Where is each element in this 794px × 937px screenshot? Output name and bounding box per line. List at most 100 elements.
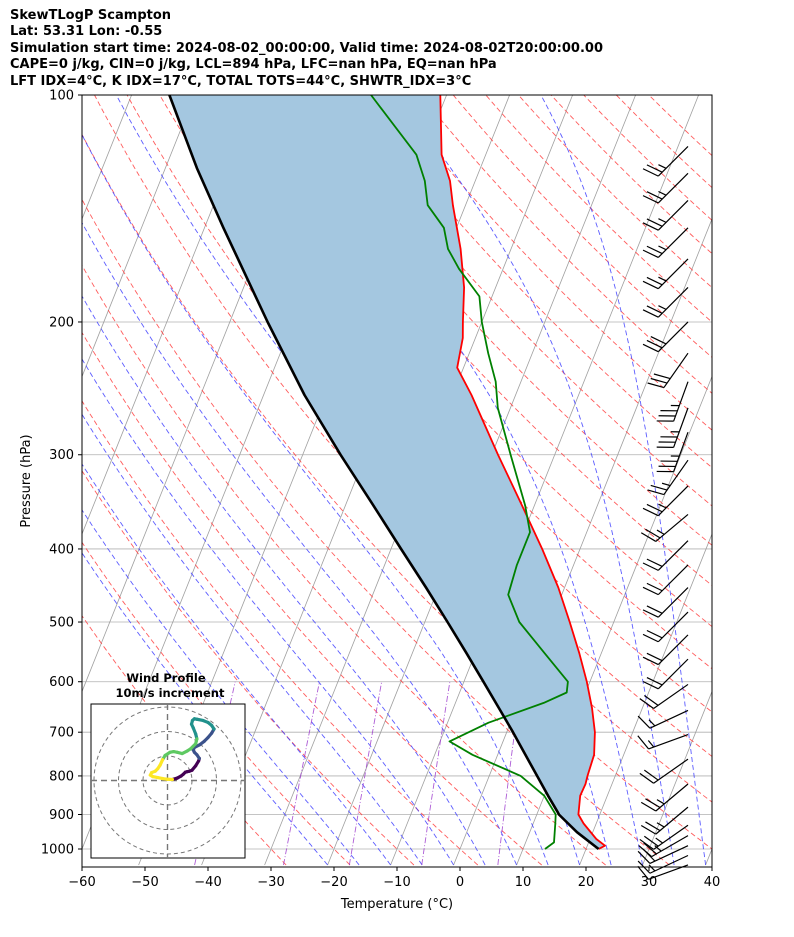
wind-barb	[639, 824, 689, 850]
wind-barb-flag	[658, 218, 667, 223]
wind-barb	[642, 227, 689, 259]
wind-barb-flag	[647, 382, 665, 389]
wind-barb	[640, 783, 689, 812]
y-tick-label: 900	[49, 808, 74, 823]
isotherm	[82, 95, 195, 378]
temperature-line	[439, 95, 606, 850]
wind-barb-flag	[640, 801, 657, 812]
wind-barb-flag	[646, 191, 663, 200]
wind-barb-staff	[657, 321, 689, 353]
moist-adiabat	[82, 413, 423, 866]
wind-barb	[642, 587, 689, 618]
wind-barb-flag	[637, 865, 649, 880]
wind-barb-flag	[646, 305, 663, 314]
wind-barb-flag	[646, 605, 663, 614]
wind-barb-flag	[643, 842, 657, 855]
wind-barb	[638, 835, 689, 858]
wind-barb-flag	[637, 715, 651, 729]
moist-adiabat	[82, 133, 549, 866]
wind-barb-flag	[661, 482, 671, 487]
wind-barb-flag	[639, 838, 654, 850]
wind-barb	[642, 258, 689, 290]
wind-barb-flag	[637, 850, 651, 864]
isotherm	[390, 95, 699, 866]
moist-adiabat	[82, 295, 486, 866]
wind-barb-staff	[657, 145, 689, 177]
dry-adiabat	[82, 198, 670, 866]
moist-adiabat	[82, 552, 328, 866]
x-tick-label: 30	[641, 875, 658, 890]
isotherm	[0, 95, 6, 865]
header-line-indices: LFT IDX=4°C, K IDX=17°C, TOTAL TOTS=44°C…	[10, 73, 472, 89]
wind-barb-flag	[646, 652, 663, 662]
wind-barb-flag	[643, 694, 659, 706]
wind-barb-flag	[654, 845, 662, 852]
wind-barb-staff	[657, 658, 689, 690]
hodograph-title: Wind Profile	[126, 671, 206, 685]
wind-barbs	[637, 145, 689, 880]
moist-adiabat	[82, 463, 391, 866]
wind-barb	[639, 758, 689, 784]
dry-adiabat	[159, 95, 712, 713]
wind-barb-flag	[658, 245, 667, 251]
wind-barb-flag	[658, 164, 667, 169]
wind-barb	[639, 683, 689, 710]
wind-barb-staff	[657, 258, 689, 290]
x-tick-label: 20	[578, 875, 595, 890]
wind-barb-flag	[658, 503, 667, 509]
wind-barb	[647, 459, 689, 496]
wind-barb-flag	[642, 656, 659, 666]
wind-barb-staff	[657, 172, 689, 204]
x-tick-label: 0	[456, 875, 464, 890]
wind-barb-staff	[657, 200, 689, 231]
wind-barb-staff	[655, 783, 689, 812]
wind-barb-staff	[657, 564, 689, 596]
wind-barb-staff	[663, 352, 689, 388]
wind-barb	[640, 513, 689, 542]
wind-barb-staff	[673, 431, 689, 472]
wind-barb-flag	[646, 582, 663, 592]
wind-barb-flag	[647, 489, 665, 496]
wind-barb-flag	[646, 629, 663, 639]
wind-barb-flag	[646, 339, 663, 349]
y-axis-label: Pressure (hPa)	[19, 434, 34, 527]
wind-barb-flag	[640, 824, 657, 835]
wind-barb-flag	[650, 484, 668, 491]
dry-adiabat	[82, 331, 542, 866]
x-axis-label: Temperature (°C)	[340, 897, 453, 912]
wind-barb-flag	[642, 680, 659, 690]
wind-barb	[647, 352, 689, 389]
wind-barb-flag	[647, 740, 655, 748]
wind-barb-staff	[673, 407, 689, 448]
wind-barb-flag	[650, 377, 668, 384]
wind-barb-flag	[642, 609, 659, 618]
wind-barb	[640, 806, 689, 835]
wind-barb-staff	[663, 459, 689, 495]
wind-barb	[642, 287, 689, 318]
x-tick-label: −20	[320, 875, 347, 890]
wind-barb-flag	[646, 218, 663, 227]
header-line-times: Simulation start time: 2024-08-02_00:00:…	[10, 40, 603, 56]
wind-barb-flag	[656, 529, 665, 535]
wind-barb-flag	[648, 719, 656, 727]
wind-barb	[642, 321, 689, 353]
wind-barb	[642, 172, 689, 204]
moist-adiabat	[276, 95, 644, 866]
wind-barb	[642, 485, 689, 517]
y-tick-label: 1000	[41, 843, 74, 858]
wind-barb	[642, 145, 689, 177]
wind-barb-flag	[646, 558, 663, 568]
parcel-profile-line	[168, 95, 600, 851]
wind-barb	[637, 709, 689, 729]
wind-barb-flag	[646, 245, 663, 255]
isotherm	[82, 95, 258, 536]
isotherm	[453, 217, 712, 866]
y-tick-label: 200	[49, 315, 74, 330]
wind-barb-staff	[657, 227, 689, 258]
isotherm	[642, 690, 712, 866]
mixing-ratio-line	[283, 681, 320, 866]
wind-barb-staff	[649, 845, 689, 865]
wind-barb-flag	[638, 845, 653, 858]
y-tick-label: 800	[49, 769, 74, 784]
wind-barb-staff	[649, 709, 689, 729]
